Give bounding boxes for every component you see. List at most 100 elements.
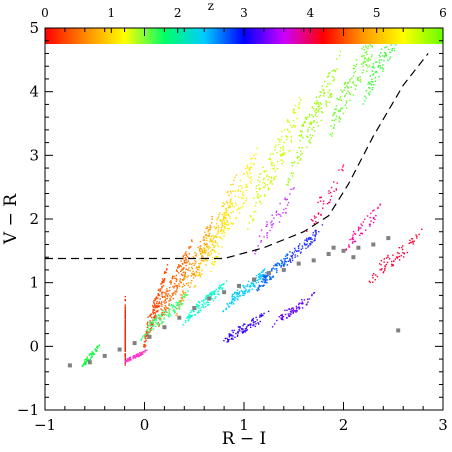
data-point [226, 202, 229, 204]
data-point [164, 310, 166, 313]
data-point [301, 245, 304, 247]
data-point [358, 227, 360, 230]
data-point [290, 311, 293, 313]
data-point [188, 253, 190, 255]
data-point [337, 99, 340, 101]
data-point [301, 152, 303, 155]
data-point [214, 228, 217, 230]
data-point [192, 270, 194, 273]
data-point [361, 224, 363, 227]
data-point [260, 203, 263, 205]
data-point [276, 269, 278, 272]
data-point [293, 109, 295, 111]
data-point [171, 276, 174, 279]
data-point [271, 165, 273, 167]
data-point [182, 283, 185, 285]
data-point [180, 273, 183, 275]
data-point [302, 136, 304, 139]
data-point [261, 274, 264, 277]
data-point [224, 216, 227, 219]
data-point [266, 236, 268, 239]
data-point [170, 280, 172, 282]
data-point [176, 270, 178, 273]
data-point [314, 110, 316, 112]
data-point [169, 304, 171, 307]
data-point [252, 277, 256, 282]
data-point [194, 285, 196, 287]
data-point [379, 269, 381, 271]
data-point [330, 125, 332, 127]
data-point [209, 229, 211, 231]
data-point [312, 116, 314, 118]
data-point [354, 233, 357, 235]
data-point [263, 236, 265, 238]
data-point [247, 284, 249, 286]
data-point [299, 159, 301, 161]
data-point [169, 299, 172, 301]
data-point [183, 267, 185, 269]
data-point [169, 281, 171, 283]
data-point [224, 228, 226, 230]
data-point [214, 297, 216, 300]
data-point [259, 200, 261, 202]
data-point [124, 349, 126, 351]
data-point [198, 266, 201, 269]
data-point [259, 273, 261, 276]
data-point [244, 330, 246, 332]
data-point [364, 51, 367, 54]
data-point [294, 111, 297, 114]
data-point [219, 219, 222, 221]
data-point [201, 306, 203, 308]
data-point [300, 302, 302, 304]
data-point [292, 308, 295, 310]
data-point [368, 81, 370, 84]
data-point [218, 288, 221, 290]
data-point [246, 184, 248, 187]
data-point [287, 201, 290, 204]
data-point [224, 223, 226, 225]
data-point [161, 314, 163, 317]
data-point [256, 196, 259, 198]
data-point [227, 213, 229, 215]
data-point [218, 232, 220, 234]
data-point [161, 309, 163, 311]
data-point [287, 184, 289, 186]
data-point [343, 89, 345, 91]
data-point [393, 47, 395, 49]
data-point [236, 332, 239, 334]
data-point [166, 294, 168, 297]
data-point [184, 321, 187, 323]
data-point [236, 292, 239, 294]
data-point [175, 291, 178, 293]
data-point [296, 261, 301, 266]
data-point [347, 87, 349, 89]
data-point [342, 91, 344, 93]
data-point [200, 259, 202, 262]
data-point [164, 294, 167, 296]
data-point [393, 49, 396, 52]
data-point [185, 264, 187, 267]
data-point [255, 211, 257, 213]
colorbar-tick-label: 0 [41, 6, 49, 20]
data-point [266, 232, 269, 234]
data-point [206, 259, 208, 262]
data-point [158, 305, 161, 307]
data-point [376, 23, 377, 24]
data-point [289, 131, 291, 133]
data-point [188, 313, 190, 316]
data-point [389, 56, 392, 58]
data-point [124, 335, 126, 338]
data-point [235, 174, 238, 176]
data-point [196, 312, 199, 314]
data-point [124, 359, 126, 361]
data-point [157, 322, 159, 324]
data-point [298, 146, 301, 149]
data-point [232, 183, 234, 186]
data-point [308, 140, 310, 143]
data-point [183, 292, 185, 295]
data-point [179, 280, 181, 282]
data-point [319, 94, 322, 97]
data-point [244, 292, 246, 295]
data-point [282, 149, 284, 151]
data-point [272, 267, 274, 269]
